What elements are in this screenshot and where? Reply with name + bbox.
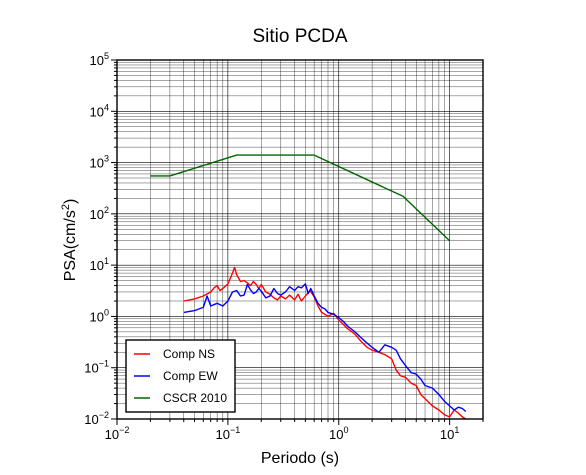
y-tick-exponent: 2 [104,205,109,215]
y-axis-title: PSA(cm/s2) [60,199,79,282]
x-tick-base: 10 [216,427,230,442]
chart-title: Sitio PCDA [252,26,347,47]
y-tick-base: 10 [90,104,104,119]
x-tick-exponent: 0 [343,425,348,435]
series-line-cscr-2010 [150,154,451,242]
y-tick-exponent: −1 [99,359,109,369]
y-tick-base: 10 [90,207,104,222]
x-tick-label: 10−1 [216,425,241,442]
y-tick-label: 10−1 [84,359,109,376]
y-tick-base: 10 [90,258,104,273]
x-tick-exponent: 1 [454,425,459,435]
y-tick-exponent: 3 [104,154,109,164]
plot-frame [116,59,484,420]
x-tick-base: 10 [329,427,343,442]
y-tick-base: 10 [90,53,104,68]
y-tick-base: 10 [84,361,98,376]
x-axis-title: Periodo (s) [261,450,339,467]
y-tick-label: 102 [90,205,109,222]
legend: Comp NS Comp EW CSCR 2010 [125,339,236,413]
y-tick-label: 105 [90,51,109,68]
y-tick-base: 10 [84,412,98,427]
y-axis-title-sup: 2 [60,204,72,210]
y-tick-base: 10 [90,156,104,171]
y-tick-label: 101 [90,256,109,273]
legend-label-ew: Comp EW [163,369,218,383]
x-tick-exponent: −1 [230,425,240,435]
y-tick-label: 103 [90,154,109,171]
y-tick-exponent: 0 [104,307,109,317]
y-axis-title-end: ) [62,199,79,204]
y-tick-exponent: −2 [99,410,109,420]
y-tick-label: 10−2 [84,410,109,427]
series-lines [150,154,467,420]
legend-label-ns: Comp NS [163,347,215,361]
y-tick-exponent: 5 [104,51,109,61]
y-axis-title-base: PSA(cm/s [62,210,79,281]
x-tick-base: 10 [105,427,119,442]
grid-lines [116,59,484,420]
y-tick-base: 10 [90,309,104,324]
y-tick-label: 100 [90,307,109,324]
y-tick-exponent: 1 [104,256,109,266]
y-tick-exponent: 4 [104,102,109,112]
x-tick-exponent: −2 [119,425,129,435]
x-tick-label: 10−2 [105,425,130,442]
x-tick-label: 100 [329,425,348,442]
legend-label-cscr: CSCR 2010 [163,391,227,405]
x-tick-base: 10 [440,427,454,442]
series-line-comp-ew [183,283,467,413]
x-tick-label: 101 [440,425,459,442]
x-tick-labels: 10−2 10−1 100 101 [105,425,460,442]
y-tick-label: 104 [90,102,109,119]
